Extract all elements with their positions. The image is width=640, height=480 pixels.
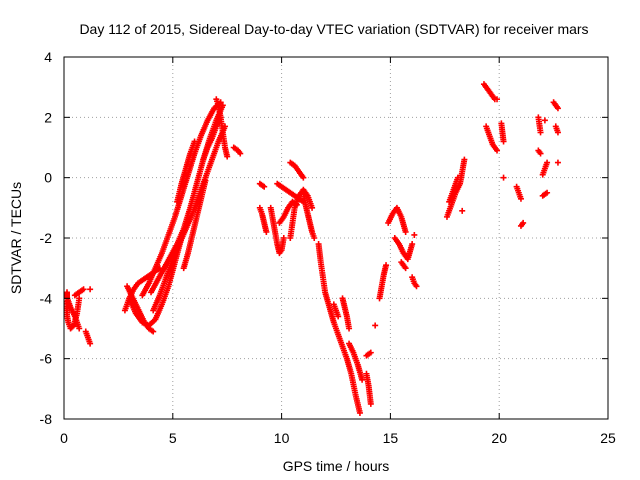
chart-title: Day 112 of 2015, Sidereal Day-to-day VTE… [79,21,588,37]
data-point [87,286,94,293]
data-point [87,340,94,347]
data-point [537,129,544,136]
y-tick-label: 2 [44,109,52,125]
y-tick-label: -2 [40,230,53,246]
y-tick-label: 4 [44,49,52,65]
data-point [459,207,466,214]
data-point [261,183,268,190]
grid-lines [64,57,608,419]
data-point [520,219,527,226]
x-tick-label: 0 [60,430,68,446]
data-point [224,153,231,160]
data-point [500,174,507,181]
data-point [541,117,548,124]
data-point [309,204,316,211]
data-point [356,409,363,416]
axis-ticks [63,56,609,420]
data-point [402,265,409,272]
data-point [494,96,501,103]
data-point [413,283,420,290]
data-point [191,138,198,145]
data-point [202,177,209,184]
data-point [411,231,418,238]
data-point [402,228,409,235]
data-point [500,138,507,145]
data-point [537,150,544,157]
x-tick-label: 5 [169,430,177,446]
data-point [461,156,468,163]
data-point [217,99,224,106]
x-tick-label: 20 [491,430,507,446]
data-point [80,286,87,293]
data-point [69,323,76,330]
data-point [335,313,342,320]
data-point [367,349,374,356]
data-point [359,376,366,383]
data-point [300,174,307,181]
x-axis-label: GPS time / hours [283,458,390,474]
data-point [367,400,374,407]
y-tick-label: 0 [44,170,52,186]
data-point [263,228,270,235]
data-point [237,150,244,157]
y-tick-label: -6 [40,351,53,367]
data-point [494,147,501,154]
y-axis-label: SDTVAR / TECUs [8,182,24,294]
data-point [454,174,461,181]
data-point [76,295,83,302]
x-tick-label: 15 [383,430,399,446]
x-tick-label: 25 [600,430,616,446]
x-tick-label: 10 [274,430,290,446]
data-point [150,328,157,335]
data-point [544,189,551,196]
data-point [517,195,524,202]
data-point [544,159,551,166]
data-point [311,235,318,241]
data-points [64,81,561,416]
data-point [554,129,561,136]
data-point [76,325,83,332]
data-point [372,322,379,329]
data-point [409,241,416,248]
data-point [554,159,561,166]
data-point [554,105,561,112]
data-point [346,325,353,332]
data-point [280,235,287,241]
data-point [383,262,390,269]
y-tick-label: -4 [40,290,53,306]
y-tick-label: -8 [40,411,53,427]
